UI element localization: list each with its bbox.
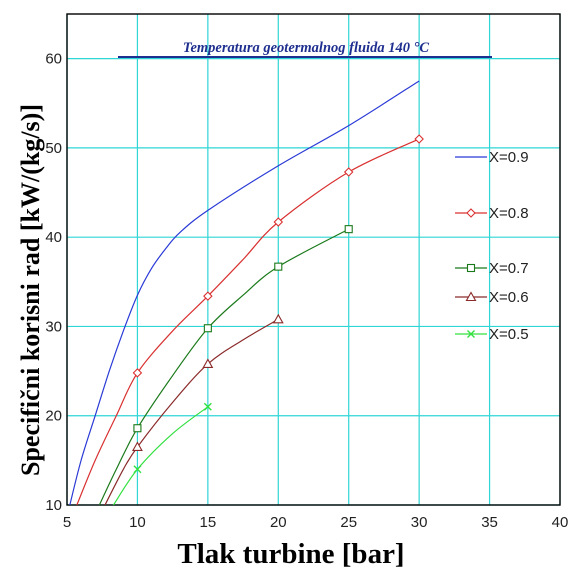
series-line-1	[76, 138, 420, 506]
data-point-1-0	[132, 368, 143, 378]
series-3	[104, 313, 284, 506]
y-tick-label-0: 10	[45, 497, 62, 514]
series-layer	[69, 80, 424, 506]
x-axis-title: Tlak turbine [bar]	[177, 538, 404, 570]
data-point-3-2	[272, 313, 284, 324]
y-tick-label-4: 50	[45, 140, 62, 157]
series-2	[98, 225, 353, 506]
plot-frame	[66, 13, 561, 506]
x-tick-label-2: 15	[200, 514, 217, 531]
data-point-1-2	[273, 217, 284, 227]
legend-item-1: X=0.8	[455, 205, 529, 222]
legend-marker-4	[467, 330, 475, 338]
legend-marker-1	[466, 208, 476, 218]
y-tick-label-2: 30	[45, 318, 62, 335]
series-4	[112, 402, 212, 506]
y-axis-title: Specifični korisni rad [kW/(kg/s)]	[16, 104, 45, 476]
legend-label-4: X=0.5	[489, 326, 529, 343]
data-point-2-1	[203, 324, 212, 333]
legend-item-3: X=0.6	[455, 289, 529, 306]
x-tick-label-6: 35	[481, 514, 498, 531]
x-tick-label-0: 5	[63, 514, 71, 531]
data-point-1-1	[203, 291, 213, 301]
series-line-4	[112, 406, 209, 506]
chart-title: Temperatura geotermalnog fluida 140 °C	[183, 40, 429, 56]
x-tick-label-1: 10	[129, 514, 146, 531]
legend: X=0.9 X=0.8 X=0.7 X=0.6 X=0.5	[455, 149, 529, 343]
series-line-0	[69, 80, 420, 506]
data-point-1-4	[414, 134, 424, 144]
x-tick-label-5: 30	[411, 514, 428, 531]
data-point-3-0	[131, 441, 143, 452]
legend-item-4: X=0.5	[455, 326, 529, 343]
legend-label-0: X=0.9	[489, 149, 529, 166]
legend-marker-2	[466, 263, 476, 273]
legend-marker-3	[465, 291, 477, 302]
data-point-4-0	[133, 465, 142, 474]
x-tick-label-4: 25	[340, 514, 357, 531]
legend-label-1: X=0.8	[489, 205, 529, 222]
y-tick-label-5: 60	[45, 51, 62, 68]
data-point-2-0	[133, 424, 142, 433]
data-point-3-1	[202, 358, 214, 368]
legend-label-3: X=0.6	[489, 289, 529, 306]
y-tick-label-3: 40	[45, 229, 62, 246]
data-point-2-3	[344, 225, 353, 234]
y-tick-label-1: 20	[45, 408, 62, 425]
series-1	[76, 134, 424, 506]
data-point-1-3	[343, 167, 354, 177]
legend-item-0: X=0.9	[455, 149, 529, 166]
data-point-4-1	[203, 402, 212, 411]
grid	[66, 14, 561, 506]
x-tick-label-7: 40	[552, 514, 569, 531]
x-tick-label-3: 20	[270, 514, 287, 531]
data-point-2-2	[274, 262, 283, 271]
legend-item-2: X=0.7	[455, 260, 529, 277]
series-0	[69, 80, 420, 506]
series-line-3	[104, 318, 279, 506]
legend-label-2: X=0.7	[489, 260, 529, 277]
